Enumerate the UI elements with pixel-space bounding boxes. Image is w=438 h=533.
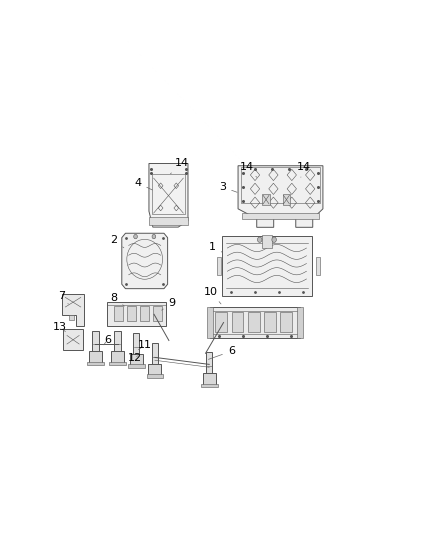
Text: 14: 14 [170,158,189,174]
Text: 6: 6 [208,346,235,359]
Text: 10: 10 [204,287,221,304]
Circle shape [258,237,262,243]
Text: 2: 2 [110,236,124,248]
Polygon shape [62,294,84,326]
Bar [113,306,123,321]
Bar [242,213,319,219]
Text: 6: 6 [104,335,111,345]
Bar [92,330,99,353]
Bar [153,306,162,321]
Bar [87,362,104,366]
Text: 8: 8 [110,293,124,306]
Polygon shape [149,164,188,227]
Text: 14: 14 [240,161,257,177]
Bar [146,374,163,378]
Bar [127,306,136,321]
Bar [111,351,124,364]
Bar [264,312,276,332]
Bar [140,306,149,321]
Bar [69,315,74,320]
Text: 13: 13 [53,322,67,333]
Polygon shape [122,233,168,289]
Bar [152,174,185,214]
Polygon shape [238,166,323,227]
Bar [148,364,161,376]
Bar [133,333,139,356]
Bar [130,354,143,366]
Bar [241,166,320,204]
Circle shape [152,235,155,239]
Bar [316,257,320,275]
Bar [109,362,126,366]
Bar [232,312,244,332]
Bar [201,384,218,387]
Text: 9: 9 [162,298,176,310]
Text: 4: 4 [134,178,152,190]
Bar [149,217,188,224]
Bar [280,312,292,332]
Bar [261,235,272,248]
Circle shape [272,237,276,243]
Bar [63,329,83,350]
Bar [207,307,213,338]
Bar [297,307,303,338]
Bar [217,257,221,275]
Bar [215,312,227,332]
Bar [248,312,260,332]
Bar [89,351,102,364]
Text: 7: 7 [58,291,68,304]
Text: 1: 1 [209,241,222,252]
Bar [283,194,290,205]
Bar [222,236,312,296]
Bar [210,307,300,338]
Bar [114,330,121,353]
Bar [106,302,166,326]
Text: 11: 11 [138,340,152,350]
Bar [262,194,270,205]
Text: 12: 12 [127,353,141,363]
Text: 14: 14 [297,161,311,177]
Bar [206,352,212,375]
Text: 3: 3 [219,182,237,192]
Bar [152,343,158,366]
Bar [203,373,215,385]
Circle shape [134,235,138,239]
Bar [128,365,145,368]
